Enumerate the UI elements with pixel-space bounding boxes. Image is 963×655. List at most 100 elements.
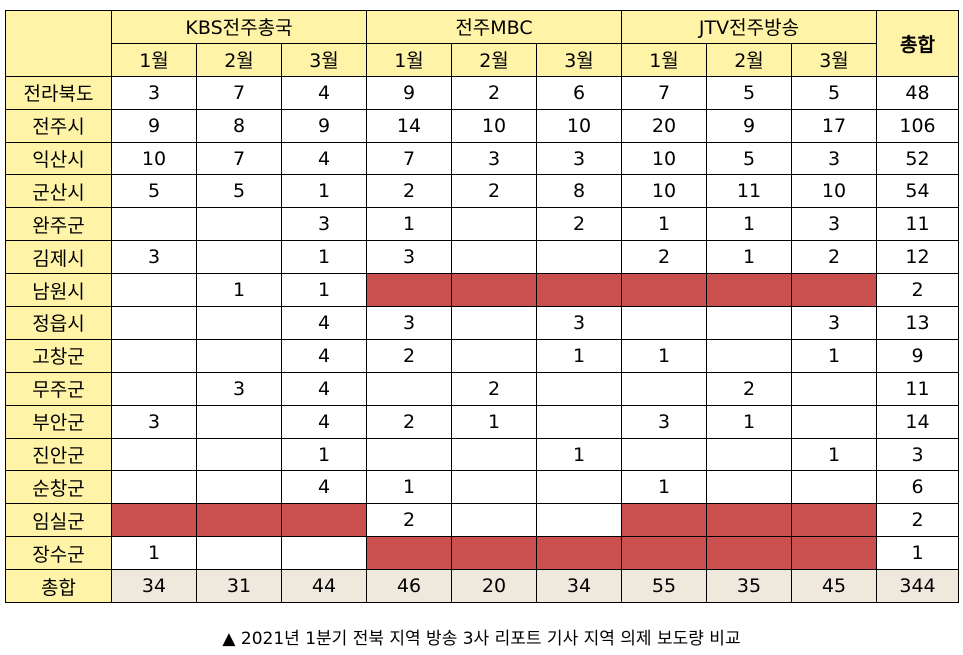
table-cell: 2 bbox=[366, 503, 452, 538]
table-cell bbox=[196, 240, 282, 275]
table-cell: 8 bbox=[196, 108, 282, 143]
table-cell bbox=[451, 240, 537, 275]
column-total-cell: 55 bbox=[621, 569, 707, 604]
row-total-cell: 13 bbox=[876, 306, 959, 340]
table-cell: 2 bbox=[706, 371, 792, 406]
row-total-cell: 2 bbox=[876, 503, 959, 538]
totals-row: 총합 34 31 44 46 20 34 55 35 45 344 bbox=[5, 569, 959, 604]
table-cell: 3 bbox=[111, 75, 197, 110]
table-row: 완주군 3 1 2 1 1 3 11 bbox=[5, 207, 959, 242]
table-cell bbox=[791, 470, 877, 505]
table-cell bbox=[706, 306, 792, 340]
table-row: 남원시 1 1 2 bbox=[5, 273, 959, 308]
table-cell: 9 bbox=[706, 108, 792, 143]
table-row: 진안군 1 1 1 3 bbox=[5, 437, 959, 472]
month-header: 1월 bbox=[621, 42, 707, 77]
row-total-cell: 14 bbox=[876, 404, 959, 439]
total-header: 총합 bbox=[876, 10, 959, 77]
totals-label: 총합 bbox=[5, 569, 112, 604]
table-cell: 10 bbox=[111, 141, 197, 176]
table-cell bbox=[791, 404, 877, 439]
table-cell bbox=[451, 306, 537, 340]
table-cell bbox=[196, 207, 282, 242]
table-cell: 1 bbox=[281, 240, 367, 275]
table-cell: 14 bbox=[366, 108, 452, 143]
column-total-cell: 45 bbox=[791, 569, 877, 604]
table-cell: 2 bbox=[451, 174, 537, 209]
region-label: 전라북도 bbox=[5, 75, 112, 110]
table-cell: 2 bbox=[791, 240, 877, 275]
table-cell: 7 bbox=[621, 75, 707, 110]
table-cell bbox=[536, 240, 622, 275]
table-cell: 4 bbox=[281, 371, 367, 406]
table-cell: 2 bbox=[366, 174, 452, 209]
table-cell: 4 bbox=[281, 338, 367, 373]
row-total-cell: 52 bbox=[876, 141, 959, 176]
region-label: 고창군 bbox=[5, 338, 112, 373]
table-cell: 7 bbox=[366, 141, 452, 176]
table-cell: 1 bbox=[621, 338, 707, 373]
table-cell: 1 bbox=[791, 338, 877, 373]
blocked-cell bbox=[706, 503, 792, 538]
table-row: 고창군 4 2 1 1 1 9 bbox=[5, 338, 959, 373]
table-cell: 5 bbox=[706, 75, 792, 110]
table-cell: 1 bbox=[366, 470, 452, 505]
table-cell: 2 bbox=[536, 207, 622, 242]
table-cell: 1 bbox=[281, 437, 367, 472]
table-cell bbox=[451, 338, 537, 373]
table-row: 익산시 10 7 4 7 3 3 10 5 3 52 bbox=[5, 141, 959, 176]
table-cell bbox=[536, 470, 622, 505]
month-header: 1월 bbox=[366, 42, 452, 77]
table-cell bbox=[621, 371, 707, 406]
region-label: 순창군 bbox=[5, 470, 112, 505]
table-cell bbox=[791, 371, 877, 406]
column-total-cell: 46 bbox=[366, 569, 452, 604]
blocked-cell bbox=[706, 273, 792, 308]
month-header-row: 1월 2월 3월 1월 2월 3월 1월 2월 3월 bbox=[6, 42, 959, 77]
table-cell: 4 bbox=[281, 306, 367, 340]
table-row: 전라북도 3 7 4 9 2 6 7 5 5 48 bbox=[5, 75, 959, 110]
month-header: 1월 bbox=[111, 42, 197, 77]
table-cell bbox=[196, 536, 282, 571]
table-cell: 1 bbox=[706, 404, 792, 439]
table-cell: 10 bbox=[791, 174, 877, 209]
table-cell: 3 bbox=[791, 207, 877, 242]
row-total-cell: 48 bbox=[876, 75, 959, 110]
blocked-cell bbox=[366, 273, 452, 308]
region-label: 무주군 bbox=[5, 371, 112, 406]
table-cell: 2 bbox=[366, 404, 452, 439]
table-cell bbox=[111, 306, 197, 340]
region-label: 김제시 bbox=[5, 240, 112, 275]
region-label: 장수군 bbox=[5, 536, 112, 571]
table-cell: 2 bbox=[451, 371, 537, 406]
table-row: 전주시 9 8 9 14 10 10 20 9 17 106 bbox=[5, 108, 959, 143]
table-cell: 1 bbox=[621, 470, 707, 505]
region-label: 완주군 bbox=[5, 207, 112, 242]
blocked-cell bbox=[706, 536, 792, 571]
table-row: 김제시 3 1 3 2 1 2 12 bbox=[5, 240, 959, 275]
region-label: 정읍시 bbox=[5, 306, 112, 340]
table-cell: 1 bbox=[111, 536, 197, 571]
table-cell: 9 bbox=[111, 108, 197, 143]
table-cell: 4 bbox=[281, 404, 367, 439]
column-total-cell: 34 bbox=[111, 569, 197, 604]
table-cell: 1 bbox=[536, 437, 622, 472]
region-label: 익산시 bbox=[5, 141, 112, 176]
table-cell bbox=[366, 437, 452, 472]
table-cell bbox=[366, 371, 452, 406]
table-cell: 3 bbox=[196, 371, 282, 406]
row-total-cell: 106 bbox=[876, 108, 959, 143]
table-cell: 3 bbox=[791, 306, 877, 340]
blocked-cell bbox=[621, 503, 707, 538]
table-cell: 1 bbox=[196, 273, 282, 308]
region-label: 남원시 bbox=[5, 273, 112, 308]
blocked-cell bbox=[791, 273, 877, 308]
table-cell bbox=[621, 437, 707, 472]
region-label: 부안군 bbox=[5, 404, 112, 439]
table-cell: 2 bbox=[621, 240, 707, 275]
table-cell: 3 bbox=[451, 141, 537, 176]
table-cell bbox=[536, 404, 622, 439]
table-row: 군산시 5 5 1 2 2 8 10 11 10 54 bbox=[5, 174, 959, 209]
table-cell bbox=[196, 437, 282, 472]
table-cell: 1 bbox=[706, 207, 792, 242]
